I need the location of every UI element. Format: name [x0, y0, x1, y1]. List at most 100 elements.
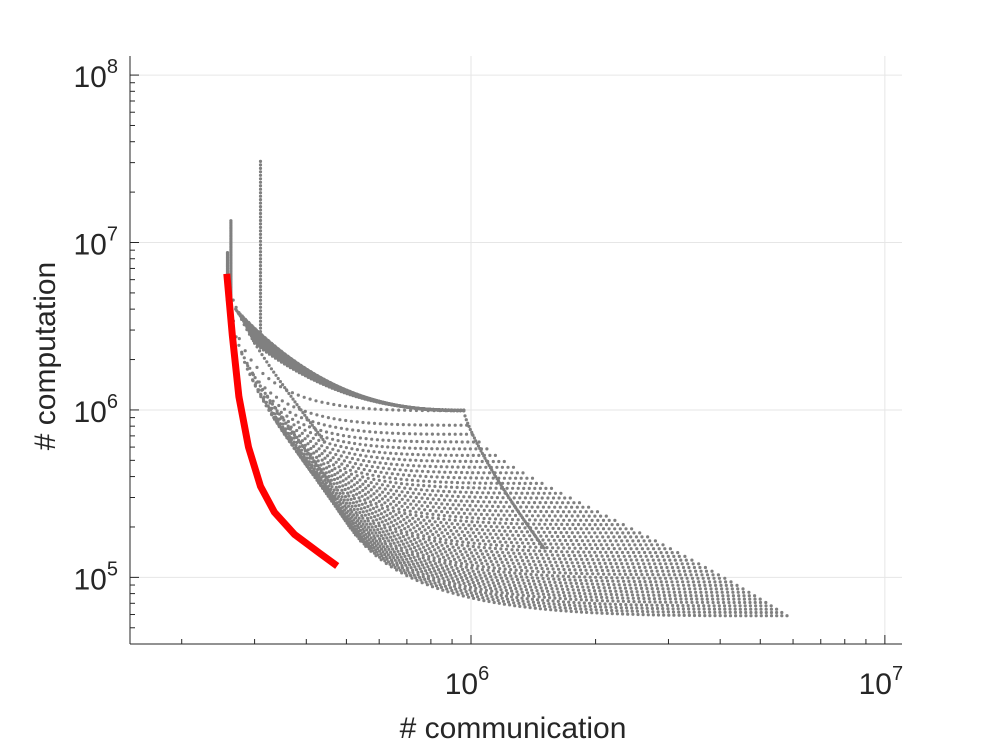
- data-point: [393, 565, 397, 570]
- data-point: [525, 491, 530, 495]
- data-point: [576, 588, 581, 592]
- data-point: [484, 465, 488, 469]
- data-point: [602, 558, 606, 562]
- data-point: [550, 587, 554, 591]
- data-point: [360, 514, 364, 518]
- data-point: [327, 464, 331, 468]
- data-point: [486, 568, 490, 572]
- data-point: [258, 180, 263, 184]
- data-point: [582, 523, 586, 527]
- data-point: [452, 525, 456, 530]
- data-point: [573, 535, 577, 539]
- data-point: [565, 531, 569, 535]
- data-point: [749, 607, 753, 611]
- data-point: [284, 434, 288, 438]
- data-point: [397, 558, 401, 562]
- data-point: [441, 524, 445, 528]
- data-point: [380, 506, 384, 510]
- data-point: [590, 598, 594, 602]
- data-point: [655, 554, 659, 559]
- data-point: [557, 593, 561, 597]
- data-point: [687, 583, 691, 587]
- data-point: [402, 446, 406, 450]
- data-point: [253, 383, 257, 387]
- data-point: [612, 547, 616, 551]
- data-point: [430, 447, 434, 451]
- data-point: [369, 549, 373, 553]
- data-point: [505, 486, 509, 490]
- data-point: [576, 550, 580, 554]
- data-point: [620, 576, 625, 580]
- data-point: [587, 561, 591, 565]
- data-point: [449, 485, 454, 489]
- data-point: [734, 614, 738, 618]
- data-point: [440, 543, 444, 547]
- data-point: [509, 521, 513, 526]
- data-point: [308, 397, 312, 401]
- data-point: [424, 474, 428, 479]
- data-point: [632, 565, 636, 570]
- data-point: [249, 358, 253, 362]
- data-point: [383, 487, 387, 491]
- data-point: [333, 443, 337, 447]
- data-point: [420, 570, 424, 574]
- data-point: [659, 551, 663, 555]
- data-point: [466, 453, 470, 457]
- data-point: [436, 459, 440, 463]
- data-point: [412, 555, 416, 560]
- data-point: [419, 578, 423, 582]
- data-point: [344, 446, 348, 450]
- data-point: [476, 520, 480, 524]
- data-point: [396, 549, 400, 554]
- data-point: [378, 493, 382, 497]
- data-point: [379, 527, 383, 531]
- data-point: [383, 510, 387, 514]
- data-point: [396, 422, 400, 427]
- data-point: [445, 465, 449, 469]
- data-point: [310, 423, 314, 427]
- data-point: [441, 555, 446, 559]
- data-point: [458, 583, 462, 587]
- data-point: [532, 603, 536, 607]
- data-point: [490, 550, 494, 554]
- data-point: [290, 437, 294, 442]
- data-point: [645, 606, 649, 611]
- data-point: [385, 408, 389, 412]
- data-point: [574, 607, 578, 611]
- data-point: [689, 573, 693, 577]
- data-point: [370, 525, 374, 529]
- data-point: [638, 580, 642, 584]
- data-point: [737, 597, 741, 601]
- data-point: [568, 594, 572, 598]
- y-axis-label: # computation: [29, 262, 62, 450]
- data-point: [286, 424, 290, 428]
- data-point: [498, 585, 502, 589]
- data-point: [343, 495, 348, 499]
- data-point: [270, 354, 275, 358]
- data-point: [417, 500, 421, 504]
- data-point: [480, 593, 484, 597]
- data-point: [633, 554, 637, 558]
- data-point: [556, 599, 560, 604]
- data-point: [462, 547, 466, 551]
- data-point: [610, 596, 614, 600]
- data-point: [646, 590, 650, 594]
- data-point: [229, 219, 233, 223]
- data-point: [711, 600, 715, 605]
- data-point: [689, 594, 693, 598]
- data-point: [427, 567, 431, 572]
- data-point: [269, 367, 273, 371]
- data-point: [624, 603, 628, 607]
- data-point: [393, 527, 398, 531]
- data-point: [380, 445, 384, 449]
- data-point: [307, 425, 312, 429]
- data-point: [459, 575, 463, 580]
- data-point: [259, 392, 263, 396]
- data-point: [469, 574, 473, 579]
- data-point: [459, 515, 463, 519]
- data-point: [394, 537, 398, 541]
- data-point: [529, 566, 533, 570]
- data-point: [722, 604, 727, 608]
- data-point: [462, 409, 466, 413]
- data-point: [355, 500, 359, 504]
